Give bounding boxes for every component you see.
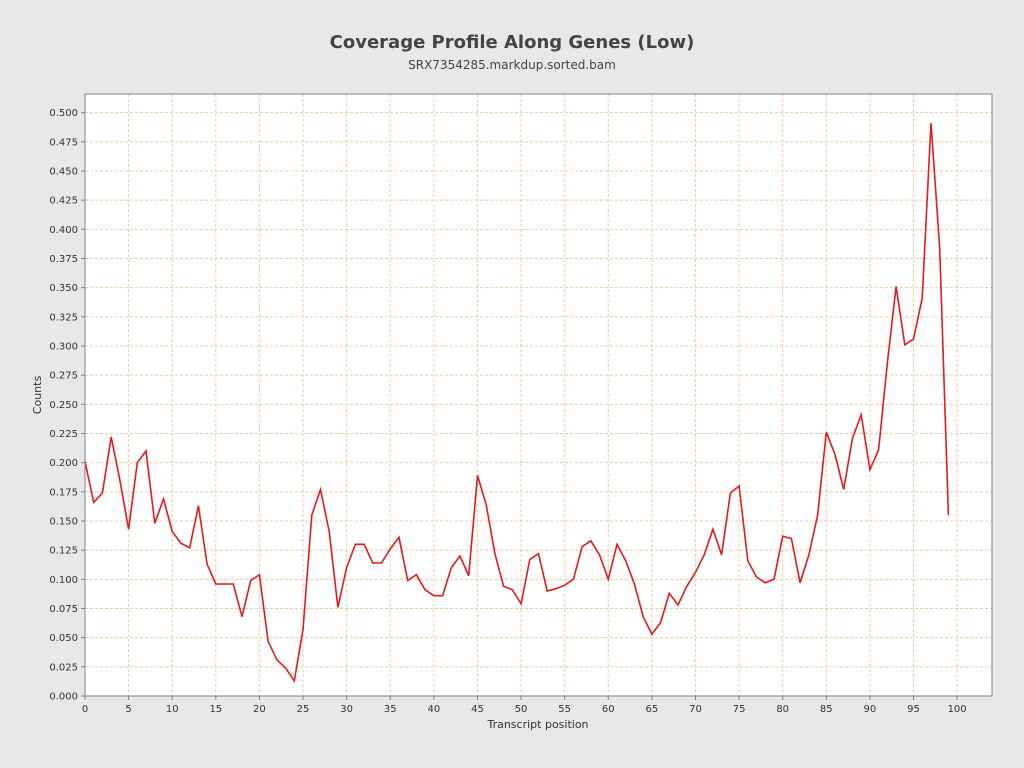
x-axis-label: Transcript position — [486, 718, 588, 731]
x-tick-label: 100 — [948, 704, 967, 715]
x-tick-label: 0 — [82, 704, 88, 715]
x-tick-label: 80 — [776, 704, 789, 715]
y-tick-label: 0.150 — [49, 517, 78, 528]
y-tick-label: 0.125 — [49, 546, 78, 557]
chart-title: Coverage Profile Along Genes (Low) — [330, 32, 695, 53]
y-tick-label: 0.375 — [49, 254, 78, 265]
x-tick-label: 45 — [471, 704, 484, 715]
x-tick-label: 60 — [602, 704, 615, 715]
x-tick-label: 10 — [166, 704, 179, 715]
y-tick-label: 0.225 — [49, 429, 78, 440]
y-tick-label: 0.075 — [49, 604, 78, 615]
y-tick-label: 0.325 — [49, 312, 78, 323]
axes: 0.000 0.025 0.050 0.075 0.100 0.125 0.150 0.175… — [49, 108, 966, 715]
x-tick-label: 30 — [340, 704, 353, 715]
y-tick-label: 0.475 — [49, 137, 78, 148]
y-tick-label: 0.250 — [49, 400, 78, 411]
grid-lines — [84, 94, 992, 697]
x-tick-label: 15 — [209, 704, 222, 715]
y-tick-label: 0.425 — [49, 196, 78, 207]
x-tick-label: 95 — [907, 704, 920, 715]
y-tick-label: 0.100 — [49, 575, 78, 586]
x-tick-label: 40 — [427, 704, 440, 715]
chart-subtitle: SRX7354285.markdup.sorted.bam — [408, 58, 616, 72]
y-tick-label: 0.350 — [49, 283, 78, 294]
x-tick-label: 90 — [864, 704, 877, 715]
plot-border — [84, 93, 993, 697]
series-layer — [84, 123, 950, 683]
x-tick-label: 65 — [646, 704, 659, 715]
y-tick-label: 0.025 — [49, 662, 78, 673]
x-tick-label: 25 — [297, 704, 310, 715]
y-tick-label: 0.500 — [49, 108, 78, 119]
plot-area — [85, 94, 992, 696]
y-tick-label: 0.050 — [49, 633, 78, 644]
y-axis-label: Counts — [31, 376, 44, 415]
y-tick-label: 0.400 — [49, 225, 78, 236]
x-tick-label: 20 — [253, 704, 266, 715]
x-tick-label: 55 — [558, 704, 571, 715]
y-tick-label: 0.000 — [49, 692, 78, 703]
y-tick-label: 0.200 — [49, 458, 78, 469]
y-tick-label: 0.300 — [49, 342, 78, 353]
x-tick-label: 85 — [820, 704, 833, 715]
series-line — [84, 123, 950, 683]
y-tick-label: 0.450 — [49, 167, 78, 178]
y-tick-label: 0.275 — [49, 371, 78, 382]
x-tick-label: 75 — [733, 704, 746, 715]
x-tick-label: 35 — [384, 704, 397, 715]
x-tick-label: 5 — [125, 704, 131, 715]
x-tick-label: 70 — [689, 704, 702, 715]
y-tick-label: 0.175 — [49, 487, 78, 498]
x-tick-label: 50 — [515, 704, 528, 715]
